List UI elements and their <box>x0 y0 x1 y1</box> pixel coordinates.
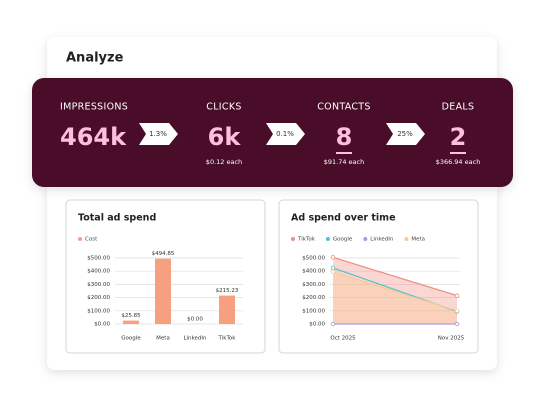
y-tick-label: $500.00 <box>87 256 110 262</box>
rate-arrow <box>139 123 178 145</box>
rate-arrow <box>386 123 425 145</box>
rate-label: 0.1% <box>276 130 294 138</box>
bar <box>123 320 139 324</box>
area <box>333 257 457 324</box>
rate-arrow <box>266 123 305 145</box>
line <box>332 271 458 312</box>
point <box>330 269 336 275</box>
legend-label: Google <box>333 237 353 243</box>
point <box>330 255 336 260</box>
stage-value: 464k <box>60 123 127 151</box>
area <box>333 271 457 324</box>
stage-note: $0.12 each <box>206 158 242 166</box>
x-tick-label: Oct 2025 <box>330 336 356 342</box>
y-tick-label: $100.00 <box>87 308 110 314</box>
x-tick-label: Nov 2025 <box>438 336 465 342</box>
bar <box>155 258 171 324</box>
y-tick-label: $0.00 <box>94 322 110 328</box>
y-tick-label: $400.00 <box>87 269 110 275</box>
stage-value: 2 <box>450 123 467 151</box>
x-tick-label: LinkedIn <box>183 336 207 342</box>
stage-label: CONTACTS <box>317 102 370 113</box>
point <box>454 308 460 313</box>
chart-title: Total ad spend <box>78 213 156 224</box>
stage-value: 8 <box>336 123 353 151</box>
funnel: IMPRESSIONS 464k CLICKS 6k $0.12 each CONTACT… <box>60 102 480 167</box>
legend-label: LinkedIn <box>370 237 394 243</box>
x-tick-label: Google <box>121 336 141 342</box>
rate-label: 25% <box>397 130 413 138</box>
line <box>332 256 458 297</box>
stage-value: 6k <box>208 123 242 151</box>
rate-label: 1.3% <box>149 130 167 138</box>
y-tick-label: $100.00 <box>302 308 325 314</box>
stage-note: $366.94 each <box>436 158 481 166</box>
y-tick-label: $0.00 <box>309 322 325 328</box>
legend-label: TikTok <box>297 237 316 243</box>
bar <box>219 295 235 324</box>
y-tick-label: $200.00 <box>87 295 110 301</box>
legend-swatch <box>291 237 295 241</box>
stage-label: IMPRESSIONS <box>60 102 128 113</box>
y-tick-label: $400.00 <box>302 269 325 275</box>
y-tick-label: $500.00 <box>302 256 325 262</box>
legend-swatch <box>78 237 82 241</box>
point <box>454 293 460 298</box>
legend-swatch <box>363 237 368 241</box>
stage-label: DEALS <box>442 102 475 113</box>
point <box>330 265 336 271</box>
point <box>330 321 336 327</box>
y-tick-label: $200.00 <box>302 295 325 301</box>
charts: Total ad spend Cost $0.00 $100.00 $200.00 $30… <box>78 213 465 342</box>
value-label: $0.00 <box>187 317 203 323</box>
page-title: Analyze <box>66 51 124 66</box>
point <box>454 321 460 327</box>
x-tick-label: TikTok <box>218 336 237 342</box>
y-tick-label: $300.00 <box>302 282 325 288</box>
value-label: $25.85 <box>121 313 141 319</box>
legend-label: Cost <box>85 237 98 243</box>
value-label: $215.23 <box>216 288 239 294</box>
legend-swatch <box>404 237 409 241</box>
chart-title: Ad spend over time <box>291 213 396 224</box>
legend-swatch <box>325 237 330 241</box>
y-tick-label: $300.00 <box>87 282 110 288</box>
legend-label: Meta <box>411 237 425 243</box>
stage-label: CLICKS <box>206 102 241 113</box>
x-tick-label: Meta <box>156 336 170 342</box>
stage-note: $91.74 each <box>324 158 365 166</box>
value-label: $494.85 <box>152 251 175 257</box>
